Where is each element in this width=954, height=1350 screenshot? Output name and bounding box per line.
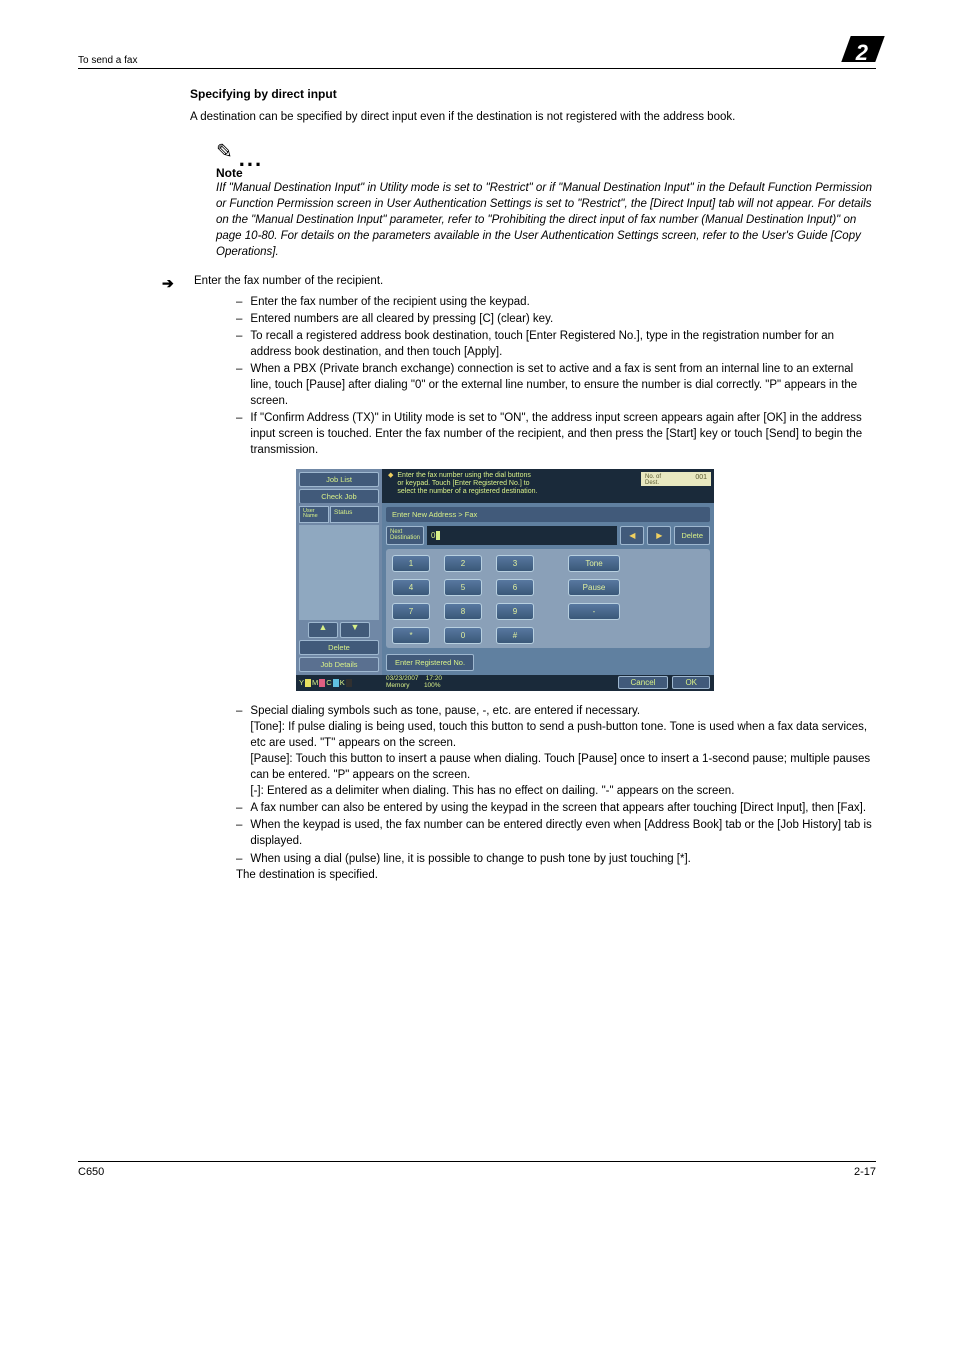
step-text: Enter the fax number of the recipient.: [194, 275, 383, 287]
note-dots: ...: [239, 153, 263, 164]
list-item: –When using a dial (pulse) line, it is p…: [236, 851, 876, 867]
breadcrumb: Enter New Address > Fax: [386, 507, 710, 522]
keypad: 1 2 3 Tone 4 5 6 Pause: [386, 549, 710, 648]
cancel-button[interactable]: Cancel: [618, 676, 669, 689]
key-2[interactable]: 2: [444, 555, 482, 572]
touch-panel-screenshot: Job List Check Job ◆ Enter the fax numbe…: [296, 469, 714, 691]
list-item: –Enter the fax number of the recipient u…: [236, 294, 876, 310]
tab-check-job[interactable]: Check Job: [299, 489, 379, 504]
subheading: Specifying by direct input: [190, 87, 876, 101]
list-item: –Entered numbers are all cleared by pres…: [236, 311, 876, 327]
step-arrow-icon: ➔: [162, 275, 176, 292]
scroll-up-button[interactable]: ▲: [308, 622, 338, 638]
key-8[interactable]: 8: [444, 603, 482, 620]
key-hyphen[interactable]: -: [568, 603, 620, 620]
job-details-button[interactable]: Job Details: [299, 657, 379, 672]
toner-indicators: YMCK: [296, 675, 382, 691]
col-user: User Name: [299, 506, 329, 523]
footer-page-number: 2-17: [854, 1166, 876, 1178]
intro-text: A destination can be specified by direct…: [190, 109, 876, 125]
cursor-left-button[interactable]: ◀: [620, 526, 644, 545]
list-item: –Special dialing symbols such as tone, p…: [236, 703, 876, 800]
next-destination-button[interactable]: Next Destination: [386, 526, 424, 545]
key-0[interactable]: 0: [444, 627, 482, 644]
key-star[interactable]: *: [392, 627, 430, 644]
section-number: 2: [848, 40, 876, 66]
closing-text: The destination is specified.: [190, 869, 876, 881]
cursor-right-button[interactable]: ▶: [647, 526, 671, 545]
key-9[interactable]: 9: [496, 603, 534, 620]
list-item: –When a PBX (Private branch exchange) co…: [236, 361, 876, 409]
tab-job-list[interactable]: Job List: [299, 472, 379, 487]
list-item: –When the keypad is used, the fax number…: [236, 817, 876, 849]
list-item: –If "Confirm Address (TX)" in Utility mo…: [236, 410, 876, 458]
job-list-area: [299, 525, 379, 620]
side-delete-button[interactable]: Delete: [299, 640, 379, 655]
key-5[interactable]: 5: [444, 579, 482, 596]
key-pause[interactable]: Pause: [568, 579, 620, 596]
note-label: Note: [216, 166, 876, 180]
note-text: IIf "Manual Destination Input" in Utilit…: [216, 180, 876, 260]
ok-button[interactable]: OK: [672, 676, 710, 689]
running-header: To send a fax: [78, 55, 137, 66]
key-3[interactable]: 3: [496, 555, 534, 572]
key-tone[interactable]: Tone: [568, 555, 620, 572]
key-1[interactable]: 1: [392, 555, 430, 572]
list-item: –A fax number can also be entered by usi…: [236, 800, 876, 816]
key-4[interactable]: 4: [392, 579, 430, 596]
panel-message: ◆ Enter the fax number using the dial bu…: [382, 469, 638, 503]
col-status: Status: [330, 506, 379, 523]
footer-datetime: 03/23/2007 17:20 Memory 100%: [386, 676, 442, 689]
fax-number-field[interactable]: 0: [427, 526, 617, 545]
key-hash[interactable]: #: [496, 627, 534, 644]
delete-char-button[interactable]: Delete: [674, 526, 710, 545]
key-6[interactable]: 6: [496, 579, 534, 596]
dest-count: No. of Dest. 001: [641, 472, 711, 486]
note-icon: ✎: [216, 139, 233, 164]
list-item: –To recall a registered address book des…: [236, 328, 876, 360]
scroll-down-button[interactable]: ▼: [340, 622, 370, 638]
key-7[interactable]: 7: [392, 603, 430, 620]
footer-model: C650: [78, 1166, 104, 1178]
enter-registered-no-button[interactable]: Enter Registered No.: [386, 654, 474, 671]
